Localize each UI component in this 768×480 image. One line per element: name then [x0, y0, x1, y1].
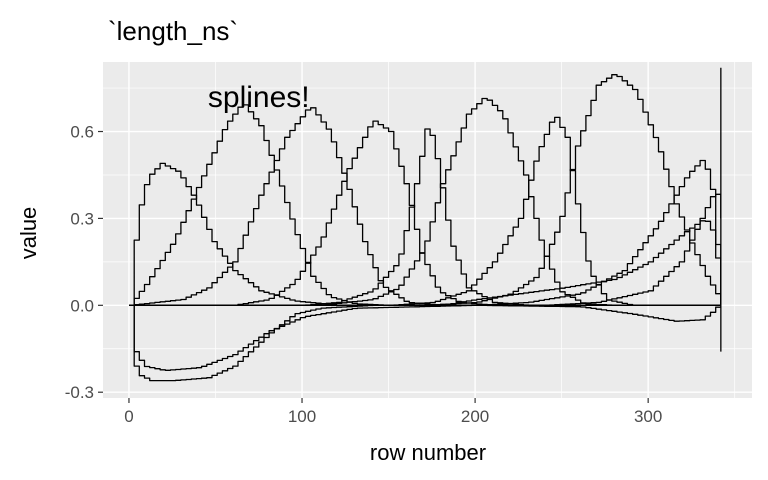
y-axis-title: value — [16, 207, 41, 260]
y-axis: -0.3 0.0 0.3 0.6 — [65, 123, 103, 402]
annotation-label: splines! — [208, 81, 310, 114]
series-group — [129, 67, 722, 382]
chart-title: `length_ns` — [108, 16, 238, 46]
x-tick-label: 0 — [124, 407, 133, 426]
series-line-13 — [129, 193, 722, 306]
y-tick-label: 0.3 — [70, 209, 94, 228]
y-tick-label: -0.3 — [65, 383, 94, 402]
plot-panel — [103, 62, 752, 398]
series-line-2 — [129, 304, 722, 371]
y-tick-label: 0.0 — [70, 296, 94, 315]
grid-minor — [103, 62, 752, 398]
x-axis-title: row number — [370, 440, 486, 465]
x-axis: 0 100 200 300 — [124, 398, 662, 426]
x-tick-label: 300 — [634, 407, 662, 426]
y-tick-label: 0.6 — [70, 123, 94, 142]
x-tick-label: 100 — [288, 407, 316, 426]
x-tick-label: 200 — [461, 407, 489, 426]
